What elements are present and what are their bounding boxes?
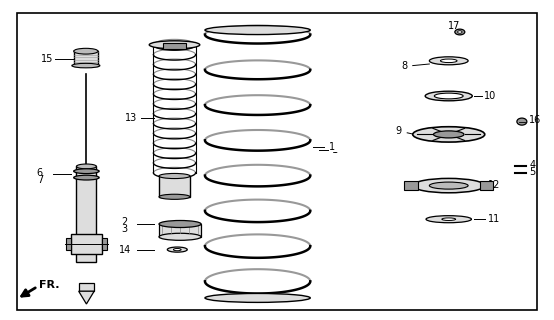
Polygon shape bbox=[79, 291, 94, 304]
Ellipse shape bbox=[413, 127, 485, 142]
Bar bbox=[404, 181, 418, 190]
Text: 14: 14 bbox=[119, 244, 131, 255]
Ellipse shape bbox=[429, 182, 468, 189]
Ellipse shape bbox=[425, 91, 473, 101]
FancyBboxPatch shape bbox=[79, 283, 94, 291]
Text: 1: 1 bbox=[332, 145, 338, 156]
Text: 6: 6 bbox=[37, 168, 43, 178]
Text: 3: 3 bbox=[121, 224, 128, 234]
Text: 11: 11 bbox=[488, 214, 500, 224]
Ellipse shape bbox=[74, 169, 99, 174]
Ellipse shape bbox=[205, 26, 310, 35]
Ellipse shape bbox=[440, 59, 457, 63]
Ellipse shape bbox=[159, 173, 190, 179]
Bar bbox=[480, 181, 493, 190]
Ellipse shape bbox=[205, 293, 310, 302]
Text: 5: 5 bbox=[529, 167, 535, 177]
Ellipse shape bbox=[429, 57, 468, 65]
Text: 2: 2 bbox=[121, 217, 128, 228]
FancyBboxPatch shape bbox=[74, 51, 98, 66]
Ellipse shape bbox=[74, 175, 99, 180]
Ellipse shape bbox=[455, 29, 465, 35]
Ellipse shape bbox=[149, 41, 200, 49]
Text: 16: 16 bbox=[529, 115, 541, 125]
Text: 8: 8 bbox=[401, 60, 408, 71]
Bar bbox=[159, 176, 190, 197]
Bar bbox=[66, 238, 71, 250]
Text: 17: 17 bbox=[448, 21, 460, 31]
Ellipse shape bbox=[458, 31, 462, 33]
Bar bbox=[102, 238, 107, 250]
Ellipse shape bbox=[159, 220, 201, 228]
Text: 7: 7 bbox=[37, 175, 43, 185]
Ellipse shape bbox=[173, 249, 181, 251]
Ellipse shape bbox=[159, 233, 201, 240]
Text: 12: 12 bbox=[488, 180, 500, 190]
Ellipse shape bbox=[426, 216, 471, 223]
Bar bbox=[76, 166, 96, 262]
Text: 10: 10 bbox=[484, 91, 496, 101]
Text: 1: 1 bbox=[329, 142, 336, 152]
Text: 4: 4 bbox=[529, 160, 535, 171]
Bar bbox=[71, 234, 102, 254]
Ellipse shape bbox=[434, 93, 463, 99]
Text: 15: 15 bbox=[41, 54, 53, 64]
Text: FR.: FR. bbox=[39, 280, 59, 290]
Ellipse shape bbox=[442, 218, 456, 220]
Ellipse shape bbox=[433, 131, 464, 138]
Bar bbox=[159, 224, 201, 237]
Ellipse shape bbox=[72, 63, 100, 68]
Ellipse shape bbox=[159, 194, 190, 199]
Ellipse shape bbox=[517, 118, 527, 125]
Ellipse shape bbox=[74, 48, 98, 54]
Text: 9: 9 bbox=[396, 126, 402, 136]
Ellipse shape bbox=[167, 247, 187, 252]
Ellipse shape bbox=[413, 179, 485, 193]
Text: 13: 13 bbox=[125, 113, 137, 124]
FancyBboxPatch shape bbox=[163, 43, 186, 49]
Ellipse shape bbox=[76, 164, 96, 169]
